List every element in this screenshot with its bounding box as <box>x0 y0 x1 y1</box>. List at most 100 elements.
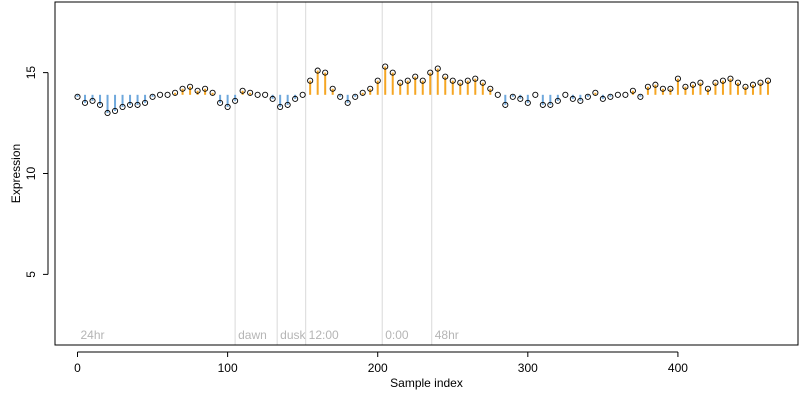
data-point <box>599 95 606 102</box>
y-tick-label: 15 <box>24 66 38 80</box>
data-point <box>562 91 569 98</box>
y-tick-label: 5 <box>24 271 38 278</box>
data-point <box>344 99 351 106</box>
data-point <box>284 101 291 108</box>
data-point <box>89 97 96 104</box>
data-point <box>734 79 742 86</box>
period-label: 48hr <box>435 328 459 342</box>
plot-frame <box>54 1 799 346</box>
period-label: dawn <box>238 328 267 342</box>
data-point <box>111 107 119 115</box>
data-point <box>727 75 734 82</box>
data-point <box>487 85 494 92</box>
data-point <box>539 101 546 108</box>
data-point <box>472 75 479 82</box>
data-point <box>96 101 104 108</box>
data-point <box>457 79 464 86</box>
data-point <box>329 85 336 92</box>
period-label: 24hr <box>81 328 105 342</box>
data-point <box>307 77 314 84</box>
y-axis-title: Expression <box>9 144 23 203</box>
x-tick-label: 100 <box>218 361 238 375</box>
data-point <box>509 93 516 100</box>
data-point <box>337 93 344 100</box>
data-point <box>764 77 772 84</box>
data-point <box>194 87 201 94</box>
data-point <box>314 67 321 74</box>
data-point <box>217 99 224 106</box>
data-point <box>412 73 419 80</box>
x-tick-label: 400 <box>668 361 688 375</box>
data-point <box>172 89 179 96</box>
data-point <box>652 81 659 88</box>
data-point <box>569 95 576 102</box>
data-point <box>232 97 239 104</box>
data-point <box>494 91 501 98</box>
data-point <box>292 95 299 102</box>
x-axis-title: Sample index <box>390 376 463 390</box>
data-point <box>277 103 284 110</box>
data-point <box>382 63 389 70</box>
data-point <box>322 69 329 76</box>
x-axis: 0 100 200 300 400 <box>74 351 688 375</box>
data-points <box>74 63 772 117</box>
data-point <box>127 101 134 108</box>
data-point <box>142 99 149 106</box>
data-point <box>434 65 441 72</box>
data-point <box>749 81 757 88</box>
data-point <box>239 87 246 94</box>
data-point <box>524 99 531 106</box>
data-point <box>164 91 171 98</box>
data-point <box>712 79 719 86</box>
data-point <box>464 77 471 84</box>
data-point <box>584 93 591 100</box>
period-label: 12:00 <box>309 328 339 342</box>
data-point <box>359 89 366 96</box>
data-point <box>659 85 666 92</box>
data-point <box>254 91 261 98</box>
data-point <box>179 85 186 92</box>
deviation-stems <box>76 66 769 113</box>
period-label: dusk <box>280 328 306 342</box>
data-point <box>682 83 689 90</box>
data-point <box>607 93 614 100</box>
data-point <box>577 97 584 104</box>
data-point <box>224 103 231 110</box>
data-point <box>517 95 524 102</box>
data-point <box>479 79 486 86</box>
data-point <box>209 89 216 96</box>
x-tick-label: 0 <box>74 361 81 375</box>
data-point <box>532 91 539 98</box>
data-point <box>637 93 644 100</box>
period-dividers <box>234 2 433 345</box>
data-point <box>502 101 509 108</box>
data-point <box>299 91 306 98</box>
data-point <box>81 99 89 106</box>
data-point <box>644 83 651 90</box>
data-point <box>149 93 156 100</box>
x-tick-label: 200 <box>368 361 388 375</box>
data-point <box>667 85 674 92</box>
data-point <box>397 79 404 86</box>
data-point <box>404 77 411 84</box>
data-point <box>367 85 374 92</box>
period-label: 0:00 <box>385 328 409 342</box>
data-point <box>554 97 561 104</box>
period-labels: 24hr dawn dusk 12:00 0:00 48hr <box>81 328 459 342</box>
data-point <box>442 73 449 80</box>
data-point <box>187 83 194 90</box>
data-point <box>689 81 696 88</box>
data-point <box>119 103 126 110</box>
data-point <box>427 69 434 76</box>
data-point <box>74 93 81 100</box>
x-tick-label: 300 <box>518 361 538 375</box>
data-point <box>614 91 621 98</box>
data-point <box>269 95 276 102</box>
data-point <box>134 101 141 108</box>
data-point <box>202 85 209 92</box>
data-point <box>262 91 269 98</box>
data-point <box>697 79 704 86</box>
data-point <box>742 83 749 90</box>
data-point <box>449 77 456 84</box>
